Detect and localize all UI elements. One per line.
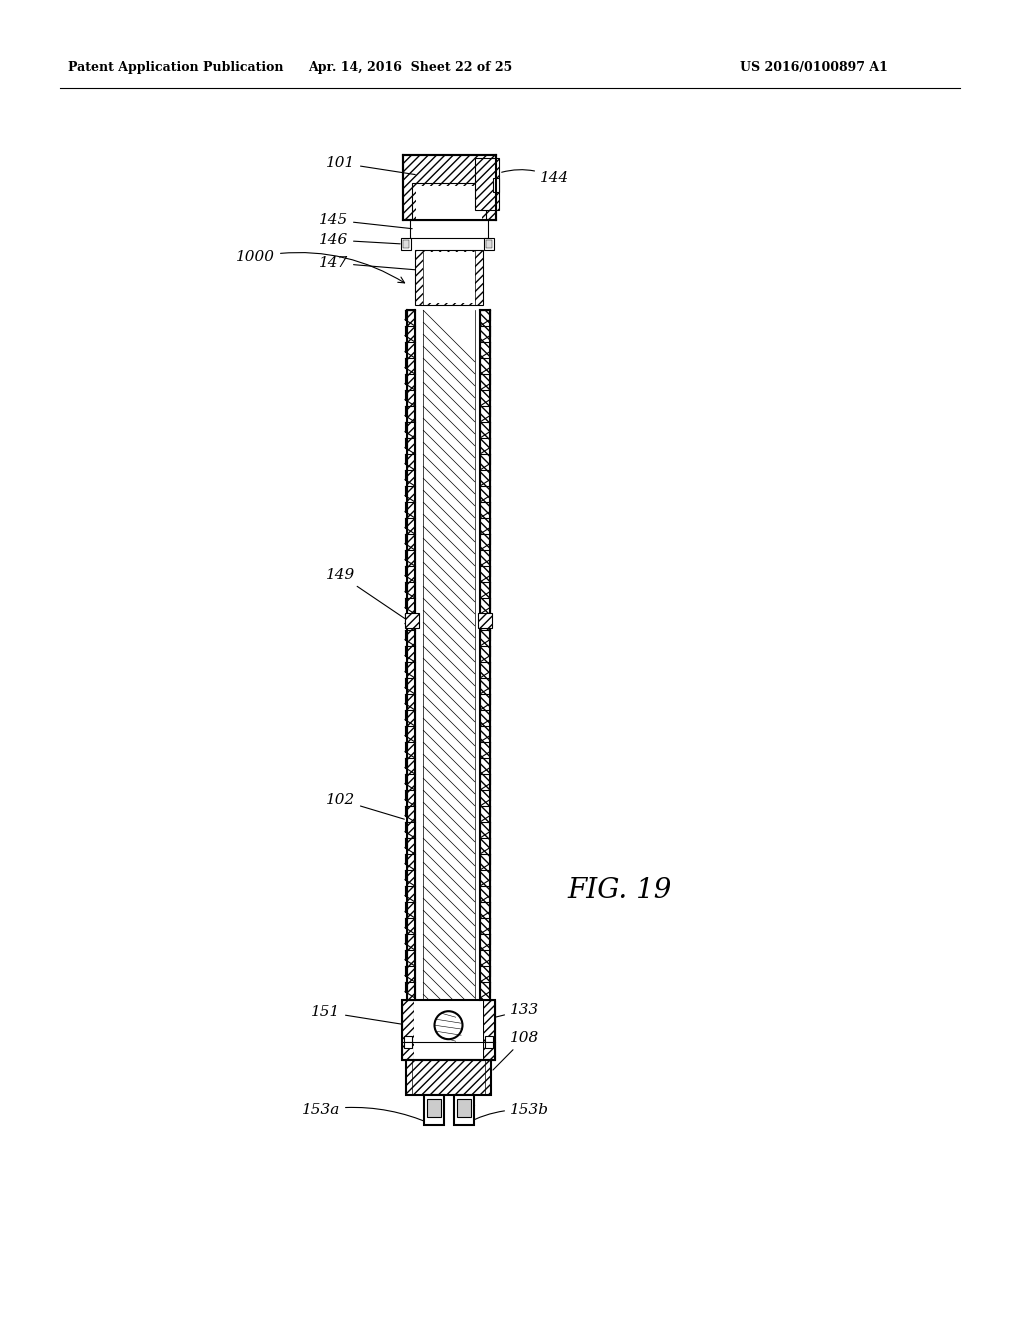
Bar xyxy=(485,1041,493,1048)
Bar xyxy=(412,183,486,220)
Text: 133: 133 xyxy=(465,1003,540,1024)
Bar xyxy=(402,1001,414,1060)
Bar xyxy=(483,1001,495,1060)
Bar xyxy=(457,1100,470,1117)
Bar xyxy=(407,310,415,1001)
Bar xyxy=(406,612,419,627)
Text: 146: 146 xyxy=(318,234,400,247)
Text: 108: 108 xyxy=(493,1031,540,1071)
Text: Apr. 14, 2016  Sheet 22 of 25: Apr. 14, 2016 Sheet 22 of 25 xyxy=(308,62,512,74)
Bar xyxy=(404,1041,412,1048)
Bar xyxy=(415,249,483,305)
Bar xyxy=(401,238,411,249)
Text: 151: 151 xyxy=(310,1005,404,1024)
Bar xyxy=(403,154,496,220)
Bar xyxy=(475,158,499,210)
Bar xyxy=(402,1001,495,1060)
Bar xyxy=(493,178,499,191)
Text: US 2016/0100897 A1: US 2016/0100897 A1 xyxy=(740,62,888,74)
Bar xyxy=(424,1096,443,1125)
Text: 102: 102 xyxy=(326,793,404,820)
Bar xyxy=(485,1036,493,1041)
Bar xyxy=(478,612,492,627)
Text: 149: 149 xyxy=(326,568,404,619)
Bar xyxy=(427,1100,440,1117)
Bar xyxy=(484,238,494,249)
Bar xyxy=(423,252,475,304)
Bar xyxy=(406,1060,490,1096)
Text: 153a: 153a xyxy=(302,1104,431,1123)
Bar xyxy=(480,310,490,1001)
Circle shape xyxy=(434,1011,463,1039)
Text: Patent Application Publication: Patent Application Publication xyxy=(68,62,284,74)
Text: 144: 144 xyxy=(502,170,569,185)
Bar xyxy=(410,220,488,238)
Bar xyxy=(486,240,492,248)
Text: 1000: 1000 xyxy=(236,249,404,282)
Bar xyxy=(403,240,409,248)
Bar xyxy=(416,186,482,220)
Bar xyxy=(423,310,475,1001)
Bar xyxy=(414,1001,483,1060)
Bar xyxy=(454,1096,473,1125)
Text: 145: 145 xyxy=(318,213,413,228)
Text: FIG. 19: FIG. 19 xyxy=(568,876,672,903)
Bar xyxy=(404,1036,412,1041)
Text: 147: 147 xyxy=(318,256,416,271)
Text: 153b: 153b xyxy=(466,1104,549,1123)
Text: 101: 101 xyxy=(326,156,416,174)
